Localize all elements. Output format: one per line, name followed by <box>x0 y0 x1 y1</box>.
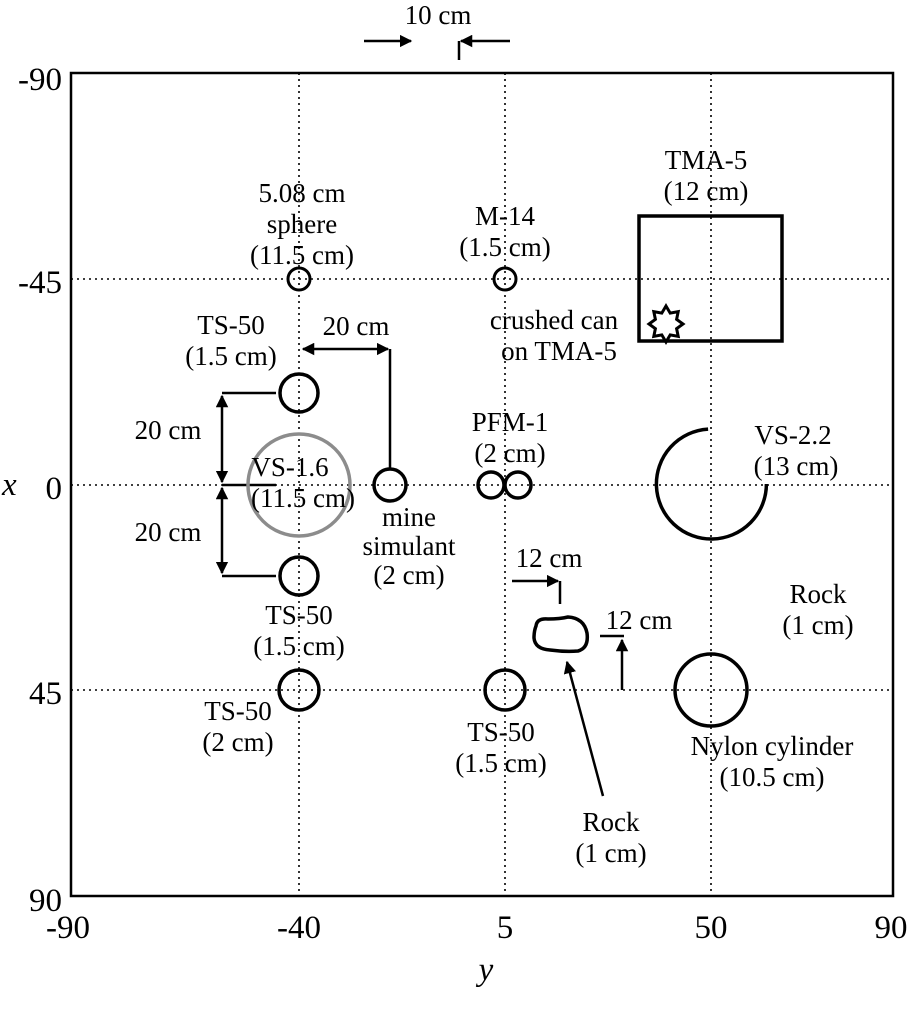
y-tick-label: -90 <box>46 910 90 946</box>
x-tick-labels: -90 -45 0 45 90 <box>18 62 62 919</box>
y-tick-labels: -90 -40 5 50 90 <box>46 910 908 946</box>
x-tick-label: 90 <box>29 883 62 919</box>
sphere-label: 5.08 cm sphere (11.5 cm) <box>250 178 354 270</box>
ts50-left-label: TS-50 (2 cm) <box>202 696 273 757</box>
m14-label: M-14 (1.5 cm) <box>459 201 550 262</box>
mine-simulant-label-line: (2 cm) <box>373 560 444 590</box>
nylon-cylinder-label-line: Nylon cylinder <box>691 731 854 761</box>
tma5-marker <box>637 214 784 343</box>
nylon-cylinder-marker <box>673 652 749 728</box>
vertical-dimensions: 20 cm 20 cm <box>135 391 276 578</box>
ts50-bottom-label: TS-50 (1.5 cm) <box>455 717 546 778</box>
vs22-marker <box>654 427 769 541</box>
mine-simulant-marker <box>372 467 408 503</box>
upper-dim-label: 20 cm <box>135 415 202 445</box>
top-gap-dimension: 10 cm <box>364 0 510 60</box>
ts50-left-marker <box>277 668 321 712</box>
rock-bottom-label-line: (1 cm) <box>575 838 646 868</box>
ts50-top-label-line: (1.5 cm) <box>185 341 276 371</box>
m14-label-line: (1.5 cm) <box>459 232 550 262</box>
x-tick-label: 0 <box>46 471 63 507</box>
rock-vertical-label: 12 cm <box>606 605 673 635</box>
ts50-bottom-marker <box>483 668 527 712</box>
vs16-label-line: (11.5 cm) <box>251 483 355 513</box>
y-axis-label: y <box>476 952 494 988</box>
ts50-mid-label: TS-50 (1.5 cm) <box>253 600 344 661</box>
top-gap-label: 10 cm <box>405 0 472 30</box>
vs16-label-line: VS-1.6 <box>251 452 328 482</box>
vs16-marker <box>246 432 352 538</box>
lower-dim-label: 20 cm <box>135 517 202 547</box>
grid-lines <box>71 73 893 896</box>
mine-simulant-label-line: mine <box>382 502 436 532</box>
tma5-label-line: TMA-5 <box>665 145 748 175</box>
sphere-label-line: sphere <box>267 209 337 239</box>
nylon-cylinder-label: Nylon cylinder (10.5 cm) <box>691 731 854 792</box>
crushed-can-label-line: on TMA-5 <box>501 336 617 366</box>
mine-simulant-label: mine simulant (2 cm) <box>363 502 456 590</box>
pfm1-label-line: (2 cm) <box>474 438 545 468</box>
rock-right-label-line: (1 cm) <box>782 610 853 640</box>
ts50-left-label-line: TS-50 <box>204 696 272 726</box>
vs22-label-line: (13 cm) <box>754 451 839 481</box>
x-tick-label: -90 <box>18 62 62 98</box>
x-tick-label: -45 <box>18 265 62 301</box>
ts50-left-label-line: (2 cm) <box>202 727 273 757</box>
crushed-can-label: crushed can on TMA-5 <box>490 305 619 366</box>
ts50-mid-label-line: (1.5 cm) <box>253 631 344 661</box>
y-tick-label: 5 <box>497 910 514 946</box>
ts-to-sim-label: 20 cm <box>323 311 390 341</box>
x-tick-label: 45 <box>29 676 62 712</box>
pfm1-marker-right <box>503 470 533 500</box>
ts50-top-label-line: TS-50 <box>197 310 265 340</box>
ts50-top-marker <box>278 372 320 414</box>
vs22-label-line: VS-2.2 <box>754 420 831 450</box>
rock-bottom-label: Rock (1 cm) <box>575 807 646 868</box>
rock-right-label: Rock (1 cm) <box>782 579 853 640</box>
rock-marker <box>532 615 590 654</box>
crushed-can-star-icon <box>646 303 686 345</box>
rock-bottom-label-line: Rock <box>583 807 640 837</box>
rock-right-label-line: Rock <box>790 579 847 609</box>
rock-pointer-arrow <box>563 660 605 797</box>
sphere-label-line: (11.5 cm) <box>250 240 354 270</box>
ts-to-sim-dimension: 20 cm <box>301 311 392 468</box>
rock-horizontal-dimension: 12 cm <box>512 543 582 604</box>
m14-marker <box>492 266 518 292</box>
sphere-marker <box>286 266 312 292</box>
ts50-top-label: TS-50 (1.5 cm) <box>185 310 276 371</box>
y-tick-label: 90 <box>875 910 908 946</box>
pfm1-label: PFM-1 (2 cm) <box>472 407 549 468</box>
mine-simulant-label-line: simulant <box>363 531 456 561</box>
x-axis-label: x <box>1 467 17 503</box>
y-tick-label: -40 <box>277 910 321 946</box>
rock-vertical-dimension: 12 cm <box>600 605 672 690</box>
nylon-cylinder-label-line: (10.5 cm) <box>720 762 825 792</box>
tma5-label-line: (12 cm) <box>664 176 749 206</box>
ts50-mid-marker <box>278 555 320 597</box>
m14-label-line: M-14 <box>475 201 535 231</box>
ts50-mid-label-line: TS-50 <box>265 600 333 630</box>
crushed-can-label-line: crushed can <box>490 305 619 335</box>
vs16-label: VS-1.6 (11.5 cm) <box>251 452 355 513</box>
y-tick-label: 50 <box>695 910 728 946</box>
pfm1-label-line: PFM-1 <box>472 407 549 437</box>
sphere-label-line: 5.08 cm <box>259 178 346 208</box>
ts50-bottom-label-line: TS-50 <box>467 717 535 747</box>
tma5-label: TMA-5 (12 cm) <box>664 145 749 206</box>
ts50-bottom-label-line: (1.5 cm) <box>455 748 546 778</box>
vs22-label: VS-2.2 (13 cm) <box>754 420 839 481</box>
rock-horizontal-label: 12 cm <box>516 543 583 573</box>
